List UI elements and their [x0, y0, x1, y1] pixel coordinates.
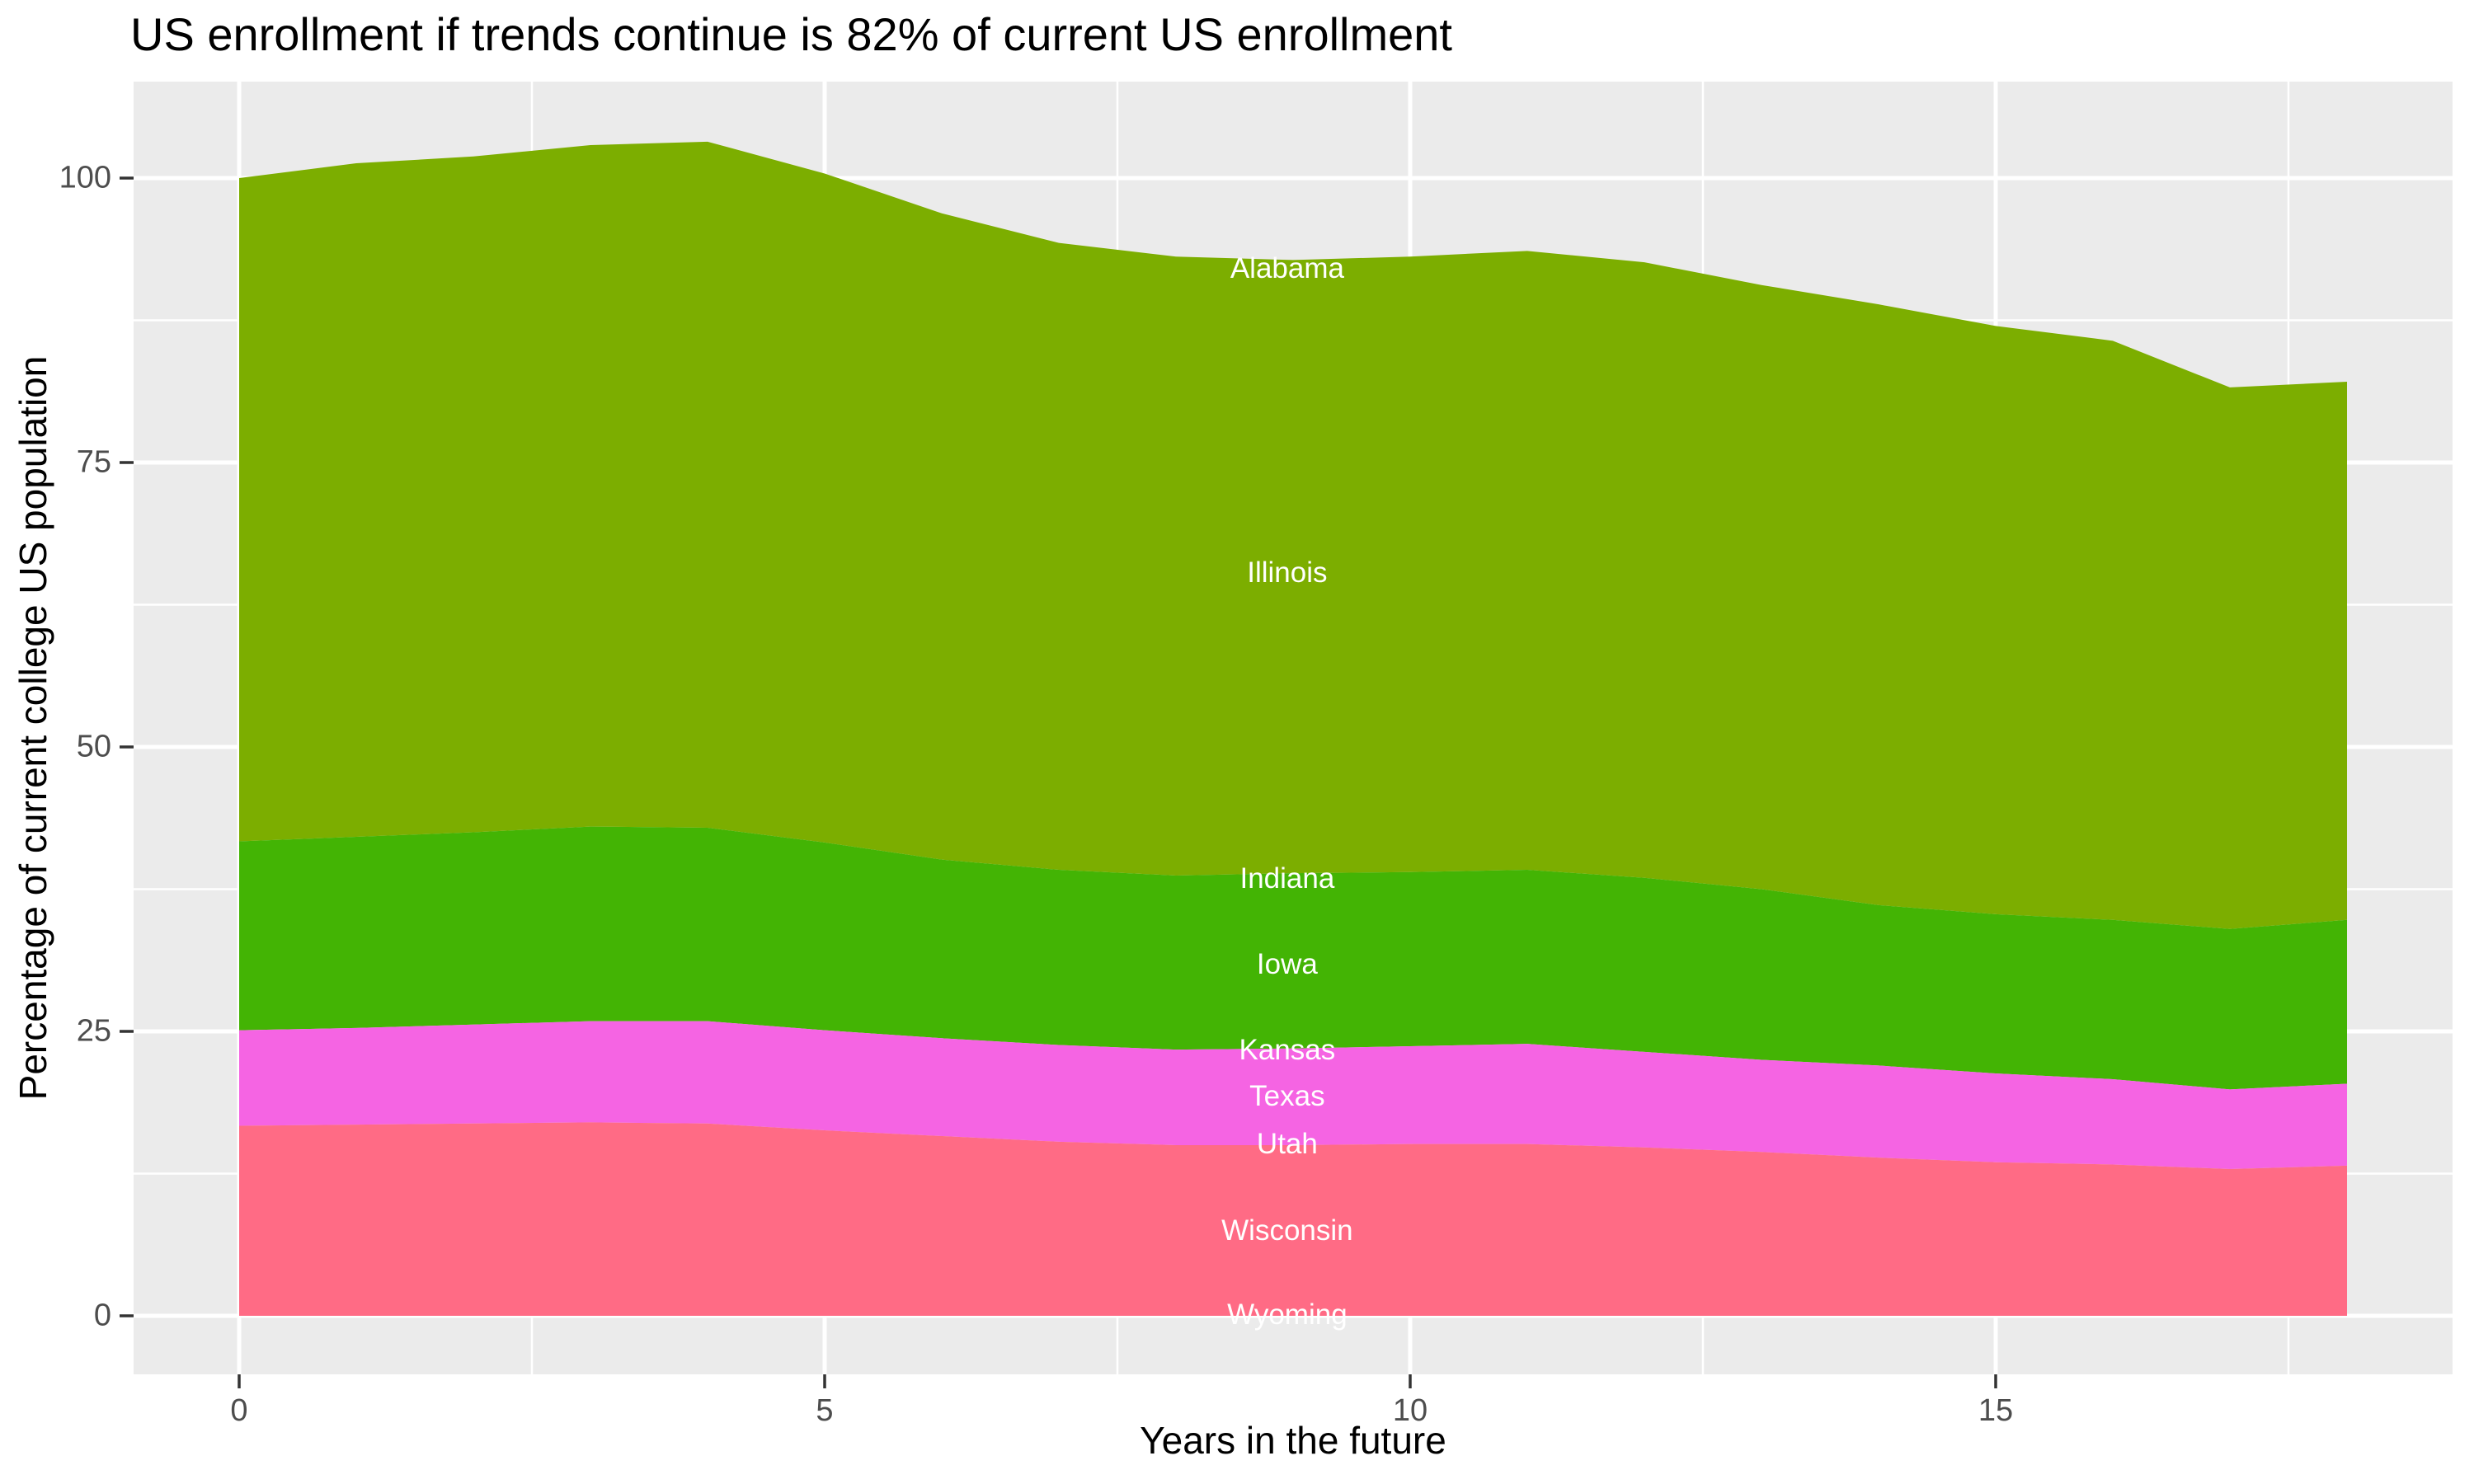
- state-label-indiana: Indiana: [1239, 862, 1335, 895]
- area-band-3: [239, 1021, 2347, 1169]
- state-label-iowa: Iowa: [1256, 947, 1318, 980]
- area-band-2: [239, 826, 2347, 1090]
- state-label-kansas: Kansas: [1239, 1034, 1336, 1067]
- chart-title: US enrollment if trends continue is 82% …: [130, 8, 1452, 60]
- x-tick-label-10: 10: [1392, 1393, 1428, 1428]
- x-tick-label-15: 15: [1978, 1393, 2014, 1428]
- state-label-illinois: Illinois: [1247, 556, 1328, 589]
- y-tick-label-50: 50: [76, 729, 111, 764]
- x-tick-label-0: 0: [230, 1393, 248, 1428]
- state-label-alabama: Alabama: [1230, 252, 1344, 285]
- x-axis-title: Years in the future: [1140, 1419, 1446, 1462]
- state-label-wisconsin: Wisconsin: [1221, 1214, 1353, 1247]
- y-tick-label-75: 75: [76, 444, 111, 480]
- x-tick-label-5: 5: [816, 1393, 834, 1428]
- y-tick-label-0: 0: [93, 1298, 111, 1333]
- area-band-4: [239, 1122, 2347, 1316]
- area-band-1: [239, 141, 2347, 929]
- state-label-texas: Texas: [1249, 1079, 1325, 1112]
- state-label-wyoming: Wyoming: [1227, 1298, 1348, 1331]
- y-tick-label-100: 100: [59, 160, 111, 195]
- y-tick-label-25: 25: [76, 1013, 111, 1049]
- y-axis-title: Percentage of current college US populat…: [12, 355, 54, 1101]
- state-label-utah: Utah: [1256, 1127, 1318, 1160]
